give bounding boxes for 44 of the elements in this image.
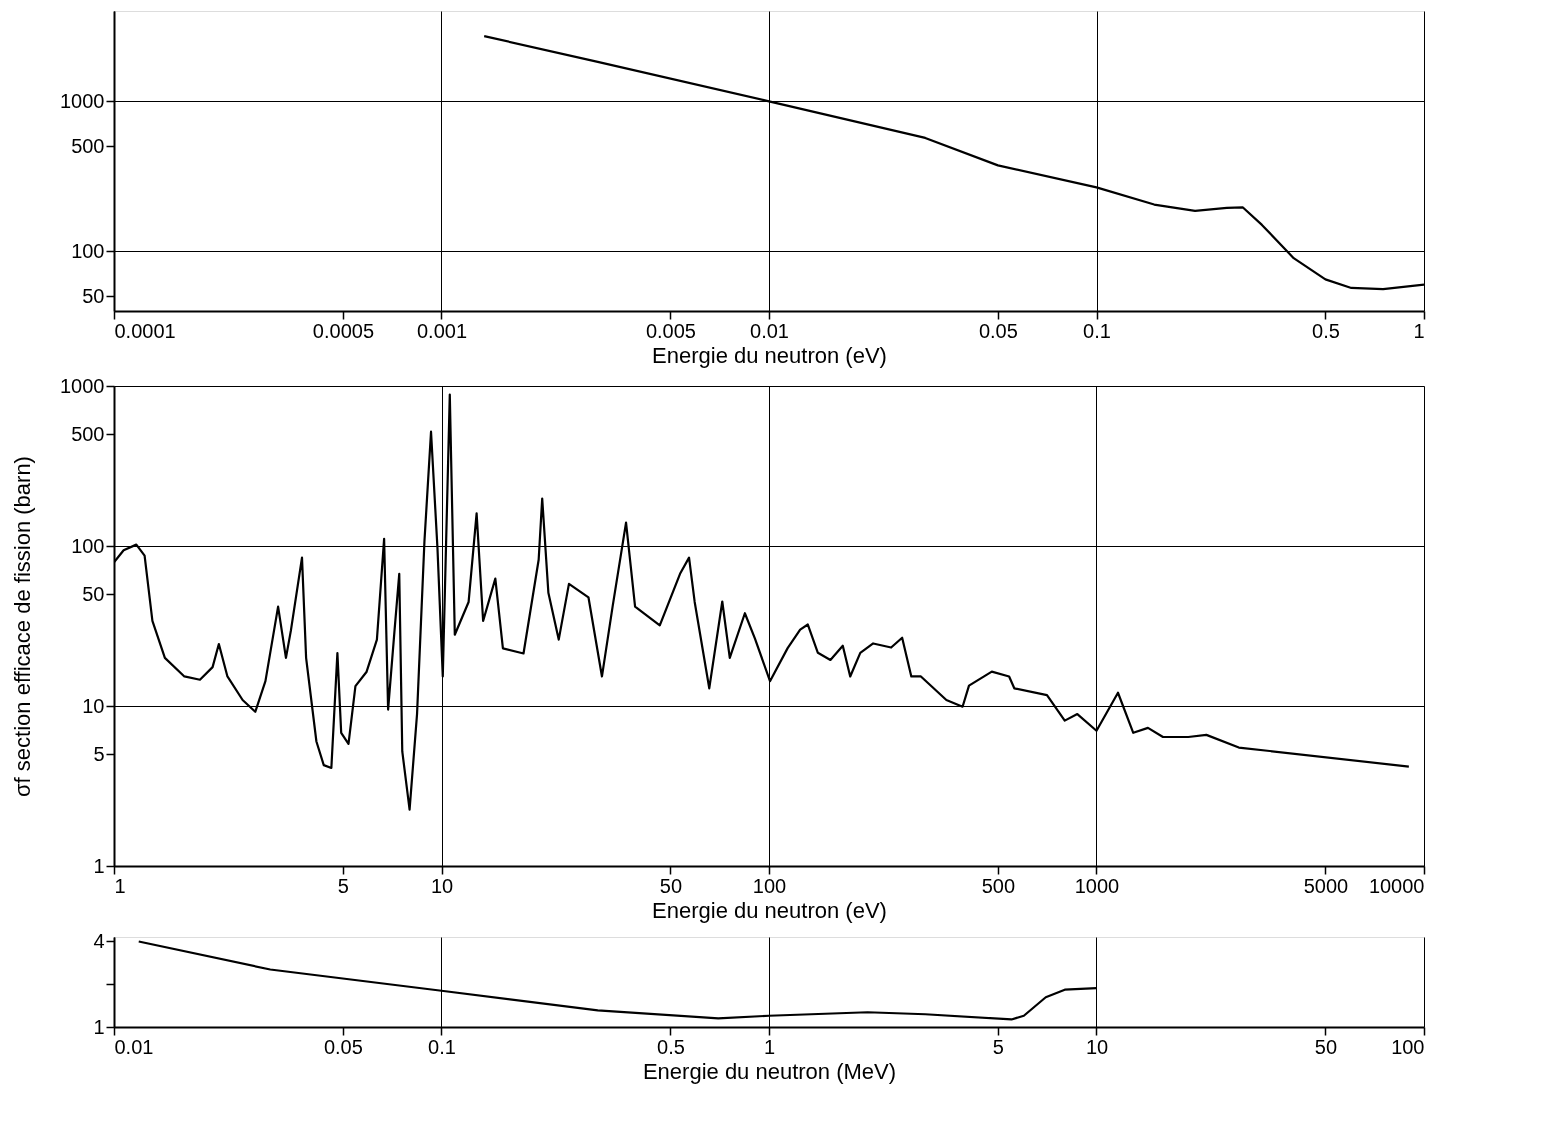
y-tick-label: 500 — [71, 134, 105, 157]
x-tick-label: 5 — [337, 874, 349, 897]
x-axis-title: Energie du neutron (eV) — [652, 897, 887, 923]
y-tick-label: 1000 — [60, 374, 105, 397]
x-tick-label: 0.005 — [645, 319, 696, 342]
x-tick-label: 0.5 — [1312, 319, 1340, 342]
y-tick-label: 1000 — [60, 89, 105, 112]
y-tick-label: 1 — [93, 1015, 105, 1038]
x-tick-label: 10 — [1085, 1035, 1109, 1058]
x-tick-label: 0.1 — [1083, 319, 1111, 342]
x-tick-label: 1 — [114, 874, 126, 897]
x-tick-label: 0.001 — [416, 319, 468, 342]
x-tick-label: 0.01 — [750, 319, 789, 342]
x-tick-label: 0.01 — [114, 1035, 154, 1058]
y-tick-label: 500 — [71, 422, 105, 445]
x-tick-label: 50 — [659, 874, 683, 897]
x-tick-label: 0.05 — [323, 1035, 363, 1058]
x-tick-label: 500 — [981, 874, 1016, 897]
x-tick-label: 5 — [992, 1035, 1004, 1058]
y-axis-title: σf section efficace de fission (barn) — [9, 456, 35, 797]
y-tick-label: 100 — [71, 534, 105, 557]
x-tick-label: 0.1 — [428, 1035, 456, 1058]
x-tick-label: 10000 — [1368, 874, 1425, 897]
x-tick-label: 100 — [752, 874, 787, 897]
x-tick-label: 5000 — [1303, 874, 1349, 897]
x-tick-label: 1 — [1413, 319, 1425, 342]
y-tick-label: 10 — [82, 694, 105, 717]
x-tick-label: 0.05 — [978, 319, 1018, 342]
y-tick-label: 50 — [82, 582, 105, 605]
y-tick-label: 100 — [71, 239, 105, 262]
x-tick-label: 1 — [763, 1035, 776, 1058]
x-tick-label: 0.5 — [657, 1035, 685, 1058]
y-tick-label: 5 — [93, 742, 105, 765]
y-tick-label: 1 — [93, 854, 105, 877]
x-tick-label: 1000 — [1074, 874, 1120, 897]
x-tick-label: 0.0005 — [312, 319, 374, 342]
x-axis-title: Energie du neutron (eV) — [652, 342, 887, 368]
x-tick-label: 0.0001 — [114, 319, 176, 342]
x-tick-label: 50 — [1314, 1035, 1338, 1058]
y-tick-label: 4 — [93, 929, 105, 952]
x-tick-label: 100 — [1391, 1035, 1425, 1058]
x-tick-label: 10 — [430, 874, 454, 897]
y-tick-label: 50 — [82, 284, 105, 307]
x-axis-title: Energie du neutron (MeV) — [642, 1058, 897, 1084]
